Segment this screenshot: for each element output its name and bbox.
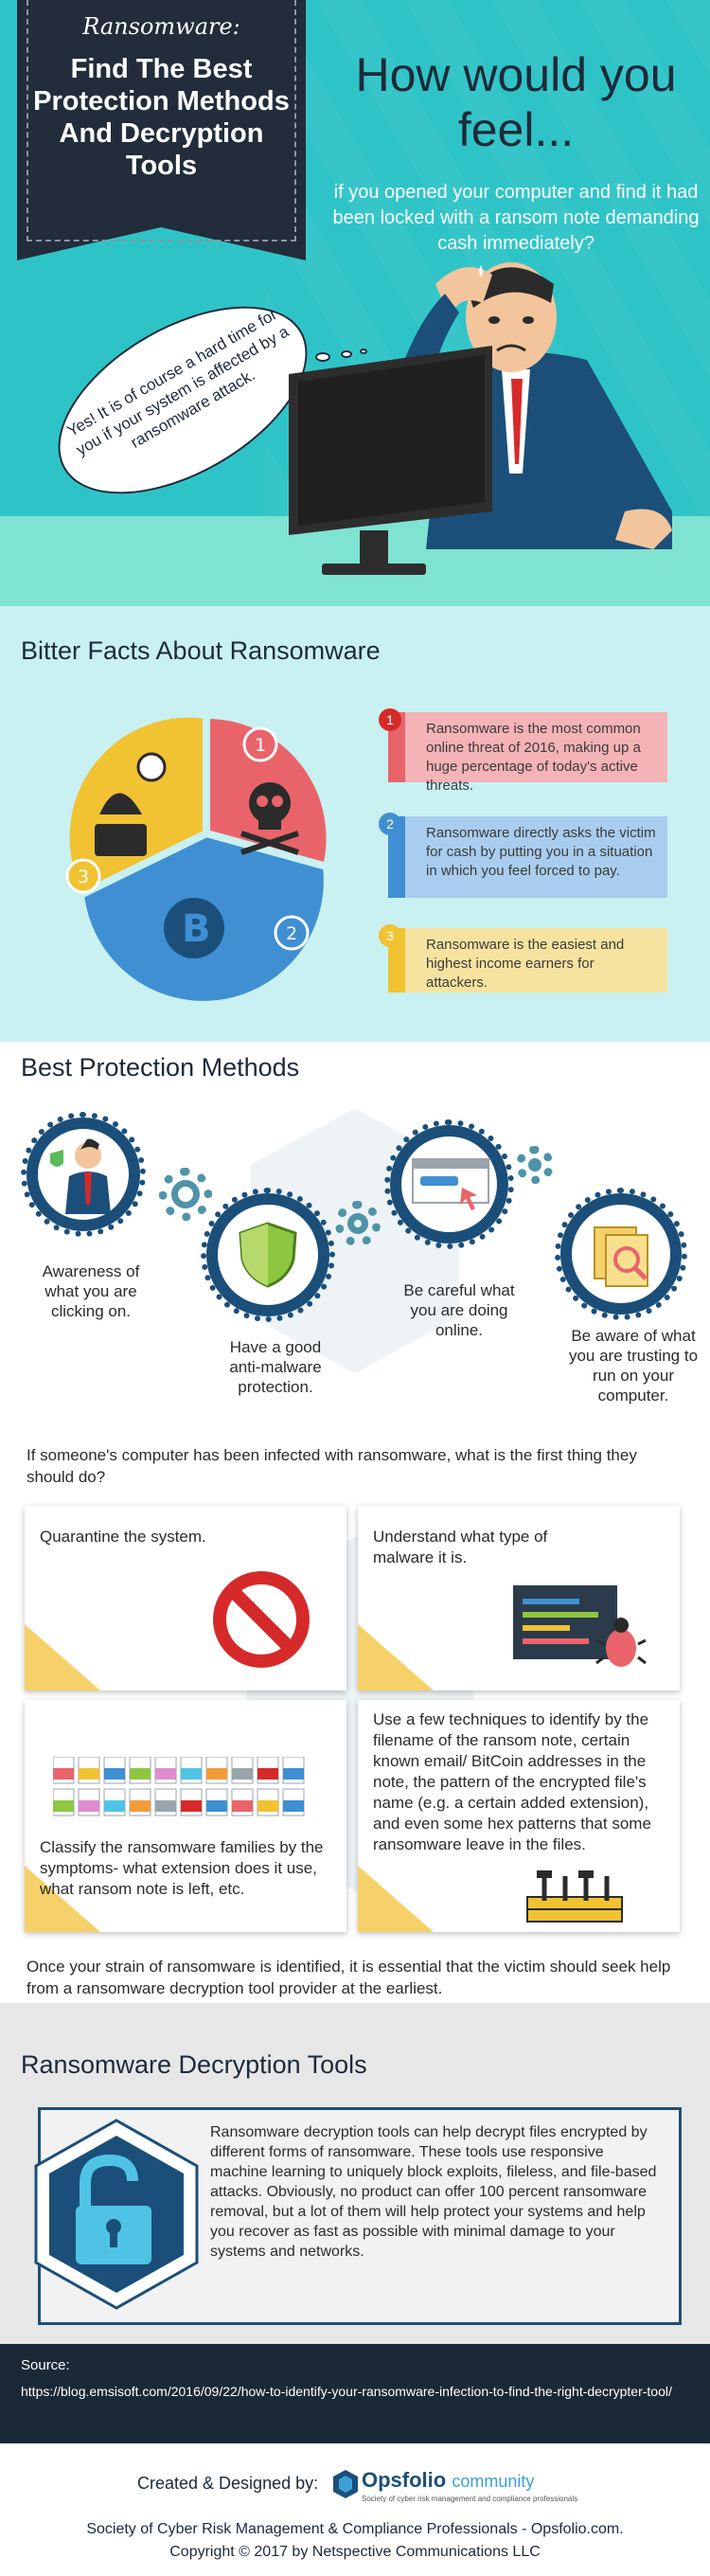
step-card-techniques: Use a few techniques to identify by the … bbox=[358, 1700, 680, 1932]
brand-wordmark: Opsfolio bbox=[362, 2468, 447, 2492]
step-card-quarantine: Quarantine the system. bbox=[25, 1506, 346, 1690]
fact-item-2: Ransomware directly asks the victim for … bbox=[388, 816, 667, 898]
decryption-text: Ransomware decryption tools can help dec… bbox=[210, 2124, 657, 2260]
step-text-3: Classify the ransomware families by the … bbox=[40, 1838, 324, 1898]
brand-suffix: community bbox=[452, 2472, 535, 2491]
fact-item-3: Ransomware is the easiest and highest in… bbox=[388, 928, 667, 993]
fact-text-1: Ransomware is the most common online thr… bbox=[426, 721, 641, 794]
method-trust-ring bbox=[555, 1188, 687, 1320]
banner-kicker: Ransomware: bbox=[82, 13, 240, 40]
thought-dot bbox=[360, 349, 367, 354]
file-icon bbox=[205, 1757, 228, 1784]
decryption-title: Ransomware Decryption Tools bbox=[21, 2050, 367, 2079]
copyright-line: Copyright © 2017 by Netspective Communic… bbox=[169, 2544, 541, 2560]
title-banner: Ransomware: Find The Best Protection Met… bbox=[17, 0, 306, 260]
file-icon bbox=[154, 1757, 177, 1784]
file-icon bbox=[231, 1757, 254, 1784]
file-icon bbox=[282, 1788, 305, 1816]
file-icon bbox=[53, 1757, 75, 1784]
source-url-link[interactable]: https://blog.emsisoft.com/2016/09/22/how… bbox=[21, 2384, 672, 2399]
pie-label-1: 1 bbox=[255, 735, 266, 756]
hero-question: How would you feel... bbox=[355, 48, 677, 156]
stressed-user-illustration bbox=[289, 262, 672, 575]
fact-item-1: Ransomware is the most common online thr… bbox=[388, 712, 667, 794]
protection-title: Best Protection Methods bbox=[21, 1053, 300, 1082]
fact-number-3: 3 bbox=[379, 924, 401, 947]
step-text-1: Quarantine the system. bbox=[40, 1528, 206, 1546]
method-label-3: Be careful what you are doing online. bbox=[403, 1281, 515, 1339]
file-icon bbox=[282, 1757, 305, 1784]
facts-title: Bitter Facts About Ransomware bbox=[21, 636, 381, 665]
brand-tagline: Society of cyber risk management and com… bbox=[362, 2495, 578, 2503]
ransomware-facts-pie: B 1 2 3 bbox=[62, 709, 334, 1004]
prohibited-icon bbox=[213, 1571, 310, 1668]
businessman-icon bbox=[50, 1138, 111, 1214]
method-label-4: Be aware of what you are trusting to run… bbox=[568, 1327, 699, 1404]
method-label-2: Have a good anti-malware protection. bbox=[229, 1338, 322, 1396]
file-icon bbox=[180, 1788, 203, 1816]
gear-icon bbox=[335, 1201, 381, 1246]
facts-section: Bitter Facts About Ransomware B 1 2 3 R bbox=[0, 606, 710, 1042]
thought-dot bbox=[341, 350, 352, 358]
file-icon bbox=[53, 1788, 75, 1816]
closing-text: Once your strain of ransomware is identi… bbox=[27, 1958, 671, 1997]
file-icon bbox=[180, 1757, 203, 1784]
browser-warning-icon bbox=[412, 1158, 489, 1210]
step-card-classify: Classify the ransomware families by the … bbox=[25, 1700, 346, 1932]
protection-section: Best Protection Methods Awareness of wha… bbox=[0, 1042, 710, 2003]
method-label-1: Awareness of what you are clicking on. bbox=[42, 1262, 140, 1320]
step-text-2: Understand what type of malware it is. bbox=[373, 1528, 548, 1566]
file-icon bbox=[78, 1788, 100, 1816]
step-text-4: Use a few techniques to identify by the … bbox=[373, 1710, 651, 1853]
file-icon bbox=[231, 1788, 254, 1816]
source-label: Source: bbox=[21, 2357, 70, 2373]
gear-icon bbox=[516, 1146, 554, 1184]
gear-icon bbox=[159, 1168, 212, 1221]
file-icon bbox=[257, 1757, 279, 1784]
page-title: Find The Best Protection Methods And Dec… bbox=[33, 54, 290, 181]
fact-number-1: 1 bbox=[379, 708, 401, 731]
thought-dot bbox=[315, 352, 330, 362]
society-line: Society of Cyber Risk Management & Compl… bbox=[86, 2521, 624, 2537]
opsfolio-logo-icon bbox=[333, 2470, 358, 2498]
hero-section: Ransomware: Find The Best Protection Met… bbox=[0, 0, 710, 606]
file-icon bbox=[103, 1788, 126, 1816]
fact-number-2: 2 bbox=[379, 813, 401, 835]
brand-name[interactable]: Opsfolio community bbox=[362, 2468, 534, 2493]
file-icon bbox=[129, 1788, 151, 1816]
decryption-section: Ransomware Decryption Tools Ransomware d… bbox=[0, 2003, 710, 2344]
file-icon bbox=[129, 1757, 151, 1784]
source-section: Source: https://blog.emsisoft.com/2016/0… bbox=[0, 2344, 710, 2443]
shield-icon bbox=[239, 1222, 297, 1288]
infection-question: If someone's computer has been infected … bbox=[27, 1446, 637, 1486]
created-by-label: Created & Designed by: bbox=[137, 2474, 319, 2493]
hero-subquestion: if you opened your computer and find it … bbox=[332, 182, 700, 254]
unlock-icon bbox=[34, 2119, 199, 2310]
svg-text:B: B bbox=[182, 907, 211, 951]
step-card-identify-type: Understand what type of malware it is. bbox=[358, 1506, 680, 1690]
file-icon bbox=[103, 1757, 126, 1784]
documents-search-icon bbox=[594, 1226, 648, 1287]
footer-section: Created & Designed by: Opsfolio communit… bbox=[0, 2443, 710, 2576]
pie-label-2: 2 bbox=[286, 923, 297, 944]
code-bug-icon bbox=[513, 1585, 647, 1667]
file-icon bbox=[205, 1788, 228, 1816]
file-icon bbox=[78, 1757, 100, 1784]
file-icon bbox=[154, 1788, 177, 1816]
fact-text-3: Ransomware is the easiest and highest in… bbox=[426, 937, 625, 991]
file-icon bbox=[257, 1788, 279, 1816]
tools-icon bbox=[526, 1870, 623, 1923]
pie-label-3: 3 bbox=[78, 867, 89, 887]
file-types-icon bbox=[53, 1757, 305, 1816]
fact-text-2: Ransomware directly asks the victim for … bbox=[426, 825, 656, 879]
